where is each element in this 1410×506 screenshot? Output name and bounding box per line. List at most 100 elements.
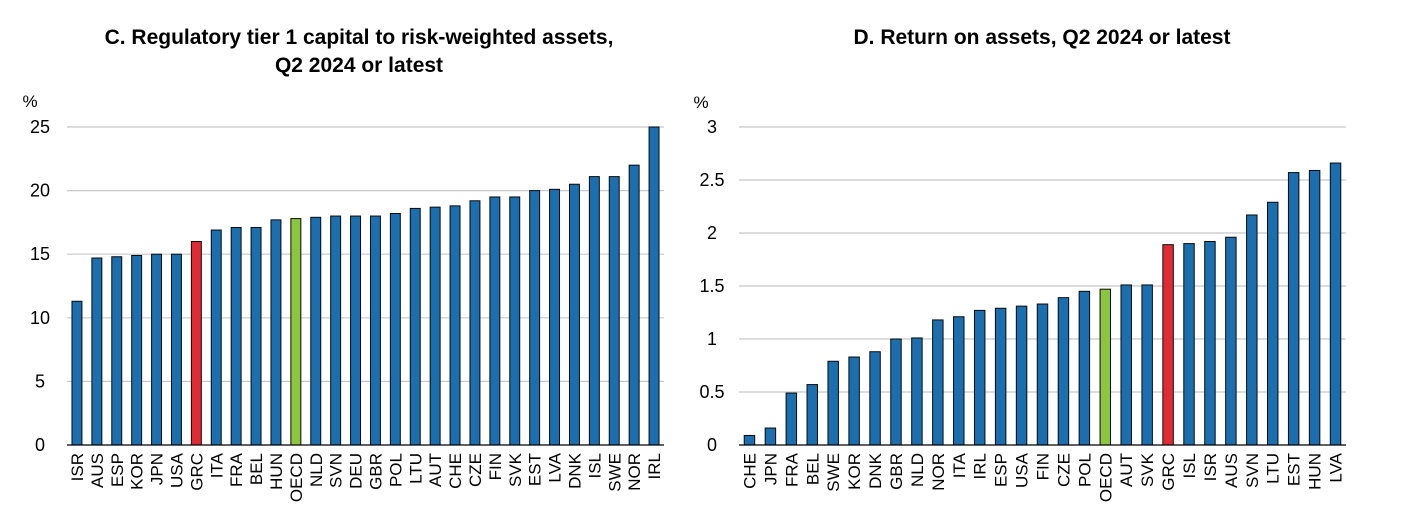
x-tick-label: OECD (1096, 453, 1115, 502)
x-tick-label: ESP (108, 453, 127, 487)
x-tick-label: GBR (887, 453, 906, 490)
x-tick-label: GBR (366, 453, 385, 490)
bar-usa (1015, 305, 1028, 446)
chart-title-line-2: Q2 2024 or latest (274, 54, 444, 77)
x-tick-label: LTU (406, 453, 425, 484)
bar-lva (1329, 162, 1342, 446)
bar-aus (1225, 236, 1237, 446)
bar-svk (509, 196, 521, 446)
bar-dnk (568, 183, 580, 446)
y-tick-label: 15 (30, 244, 50, 264)
x-tick-label: AUS (1222, 453, 1241, 488)
x-tick-label: SVK (1138, 452, 1157, 487)
x-tick-label: ISL (585, 453, 604, 479)
bar-pol (389, 212, 401, 446)
bar-kor (131, 254, 143, 446)
x-tick-label: CHE (740, 453, 759, 489)
bar-ita (953, 316, 965, 446)
y-tick-label: 0.5 (699, 382, 724, 402)
x-tick-label: DEU (347, 453, 366, 489)
bar-irl (973, 309, 986, 446)
bar-jpn (764, 427, 777, 446)
bar-fra (785, 392, 798, 446)
x-tick-label: NLD (908, 453, 927, 487)
x-tick-label: KOR (128, 453, 147, 490)
y-tick-label: 20 (30, 181, 50, 201)
bar-usa (170, 253, 182, 446)
y-tick-label: 2 (707, 223, 717, 243)
y-tick-label: 3 (707, 117, 717, 137)
bar-kor (848, 356, 860, 446)
x-tick-label: USA (1013, 452, 1032, 488)
x-tick-label: USA (167, 452, 186, 488)
x-tick-label: AUS (88, 453, 107, 488)
chart-title-line-1: C. Regulatory tier 1 capital to risk-wei… (104, 26, 614, 49)
x-tick-label: AUT (1117, 453, 1136, 487)
bar-lva (549, 188, 561, 446)
chart-plot-area: % 0 5 10 15 20 25 ISR AUS ESP KOR JPN USA GRC ITA FRA BE… (22, 92, 664, 502)
x-tick-label: EST (1285, 453, 1304, 486)
x-tick-label: IRL (645, 453, 664, 479)
bar-fra (230, 226, 242, 446)
bar-hun (270, 219, 282, 446)
x-tick-label: POL (386, 453, 405, 487)
bar-svk (1141, 284, 1153, 446)
bar-nor (932, 319, 944, 446)
bar-est (529, 190, 541, 446)
bar-che (449, 205, 461, 446)
x-tick-label: OECD (287, 453, 306, 502)
y-tick-label: 1.5 (699, 276, 724, 296)
bar-ita (210, 229, 222, 446)
bar-ltu (1267, 201, 1279, 446)
x-tick-label: NOR (929, 453, 948, 491)
x-tick-label: JPN (761, 453, 780, 485)
bar-hun (1308, 169, 1321, 446)
x-tick-label: AUT (426, 453, 445, 487)
x-tick-label: NOR (625, 453, 644, 491)
bar-cze (1057, 297, 1070, 446)
bar-esp (111, 256, 123, 446)
x-tick-label: LVA (546, 452, 565, 482)
bar-oecd (1099, 288, 1112, 446)
x-tick-label: FRA (782, 452, 801, 487)
bar-isr (1204, 240, 1216, 446)
bar-oecd (290, 218, 302, 446)
x-tick-label: IRL (971, 453, 990, 479)
bar-irl (648, 126, 660, 446)
x-tick-label: ITA (950, 452, 969, 478)
y-tick-label: 5 (35, 371, 45, 391)
y-tick-label: 10 (30, 308, 50, 328)
x-tick-label: BEL (803, 453, 822, 485)
x-tick-label: NLD (307, 453, 326, 487)
x-tick-label: HUN (267, 453, 286, 490)
bar-gbr (890, 338, 902, 446)
bar-bel (250, 226, 262, 446)
x-tick-label: SVN (327, 453, 346, 488)
bar-isl (1183, 243, 1195, 446)
chart-title-line-1: D. Return on assets, Q2 2024 or latest (853, 26, 1231, 49)
x-tick-label: GRC (187, 453, 206, 491)
x-tick-label: HUN (1306, 453, 1325, 490)
chart-title: D. Return on assets, Q2 2024 or latest (682, 24, 1402, 52)
bar-deu (350, 215, 362, 446)
bar-svn (330, 215, 342, 446)
x-tick-label: SVN (1243, 453, 1262, 488)
chart-title: C. Regulatory tier 1 capital to risk-wei… (14, 24, 704, 80)
bar-aus (91, 257, 103, 446)
bar-grc (190, 240, 202, 446)
x-tick-label: SVK (506, 452, 525, 487)
y-axis-unit-label: % (693, 93, 708, 112)
bar-cze (469, 200, 481, 446)
y-tick-label: 25 (30, 117, 50, 137)
x-tick-label: KOR (845, 453, 864, 490)
x-tick-label: LTU (1264, 453, 1283, 484)
bar-svn (1246, 214, 1258, 446)
bar-isr (71, 300, 83, 446)
x-tick-label: SWE (605, 453, 624, 492)
x-tick-label: EST (526, 453, 545, 486)
bar-nld (911, 337, 923, 446)
x-tick-label: FIN (486, 453, 505, 480)
x-tick-label: ISR (68, 453, 87, 481)
x-tick-label: ISL (1180, 453, 1199, 479)
x-tick-label: POL (1075, 453, 1094, 487)
